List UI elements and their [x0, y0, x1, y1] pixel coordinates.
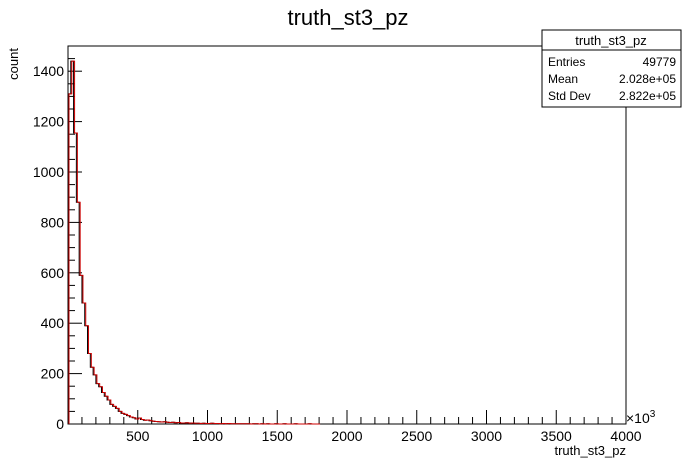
stats-stddev-value: 2.822e+05 — [619, 89, 676, 103]
stats-mean-value: 2.028e+05 — [619, 72, 676, 86]
y-tick-label: 1400 — [33, 63, 64, 79]
histogram-bin — [143, 420, 146, 424]
histogram-bin — [90, 367, 93, 424]
stats-stddev-label: Std Dev — [548, 89, 591, 103]
x-tick-label: 1000 — [192, 428, 223, 444]
y-tick-label: 1200 — [33, 114, 64, 130]
stats-box: truth_st3_pz Entries 49779 Mean 2.028e+0… — [541, 29, 682, 108]
stats-mean-label: Mean — [548, 72, 578, 86]
x-tick-label: 3000 — [471, 428, 502, 444]
y-axis-label: count — [6, 48, 21, 80]
x-multiplier-label: ×103 — [626, 409, 656, 426]
x-axis-label: truth_st3_pz — [554, 443, 626, 458]
y-tick-label: 400 — [41, 315, 65, 331]
x-tick-label: 3500 — [541, 428, 572, 444]
x-tick-label: 1500 — [262, 428, 293, 444]
stats-entries-label: Entries — [548, 55, 585, 69]
histogram-outline — [67, 60, 320, 425]
y-tick-label: 600 — [41, 265, 65, 281]
histogram-bin — [113, 406, 116, 424]
stats-title: truth_st3_pz — [575, 33, 647, 48]
x-tick-label: 500 — [126, 428, 150, 444]
histogram-bin — [101, 393, 104, 425]
y-tick-label: 800 — [41, 214, 65, 230]
stats-box-frame — [541, 29, 682, 108]
y-tick-label: 200 — [41, 366, 65, 382]
y-tick-label: 0 — [56, 416, 64, 432]
histogram-overlay-line — [68, 60, 321, 425]
x-axis: 500 1000 1500 2000 2500 3000 3500 4000 — [67, 410, 642, 444]
x-tick-label: 2500 — [401, 428, 432, 444]
histogram-bins — [68, 61, 311, 424]
chart-title: truth_st3_pz — [287, 5, 408, 30]
x-tick-label: 2000 — [331, 428, 362, 444]
x-tick-label: 4000 — [610, 428, 641, 444]
y-tick-label: 1000 — [33, 164, 64, 180]
stats-entries-value: 49779 — [643, 55, 677, 69]
